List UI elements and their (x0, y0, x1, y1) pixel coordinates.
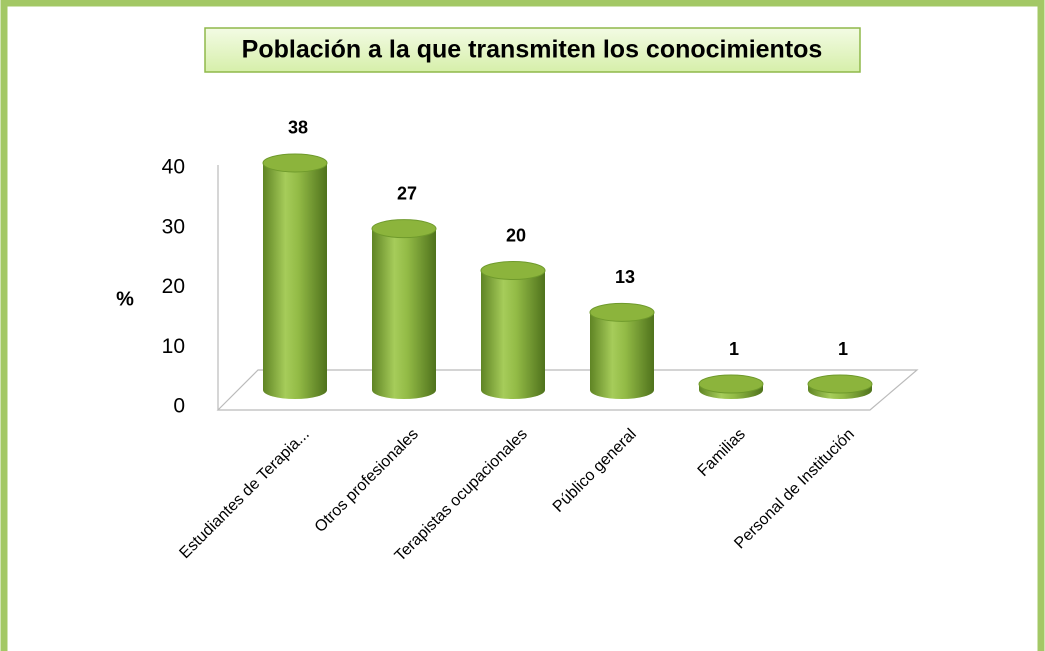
y-tick-label: 40 (162, 156, 185, 179)
bar-body (263, 162, 327, 399)
y-tick-label: 0 (173, 395, 185, 418)
y-tick-label: 20 (162, 275, 185, 298)
bar-top (698, 374, 764, 394)
bar (698, 374, 764, 399)
bar-top (371, 219, 437, 239)
bar-top (480, 261, 546, 280)
data-label: 20 (506, 225, 526, 245)
data-label: 27 (397, 183, 417, 203)
y-tick-label: 30 (162, 215, 185, 238)
y-axis-label: % (116, 288, 134, 310)
bar-top (262, 153, 328, 173)
bar-body (372, 228, 436, 399)
bar-body (590, 312, 654, 399)
data-label: 38 (288, 118, 308, 138)
floor (216, 369, 919, 411)
chart-title: Población a la que transmiten los conoci… (242, 36, 823, 64)
bar (371, 219, 437, 399)
bar (807, 374, 873, 399)
bar (480, 261, 546, 399)
y-tick-label: 10 (162, 335, 185, 358)
bar-top (807, 374, 873, 394)
bar-top (589, 302, 655, 322)
bar-body (481, 270, 545, 399)
bar (262, 153, 328, 399)
data-label: 1 (729, 339, 739, 359)
bar (589, 302, 655, 399)
title-box (204, 27, 861, 73)
data-label: 1 (838, 339, 848, 359)
data-label: 13 (615, 267, 635, 287)
